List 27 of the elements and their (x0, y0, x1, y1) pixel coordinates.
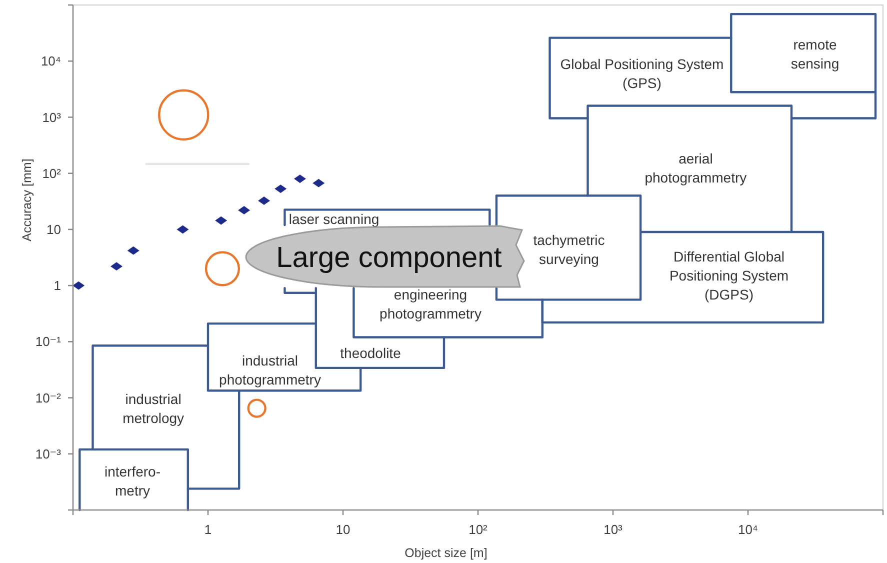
annotation: remote sensing (790, 36, 840, 72)
annotation: theodolite (340, 345, 402, 362)
annotation: industrial photogrammetry (219, 352, 321, 388)
annotation: engineering photogrammetry (380, 286, 482, 322)
x-tick-label: 10⁴ (738, 522, 758, 537)
y-tick-label: 10³ (42, 110, 62, 125)
annotation: interfero- metry (104, 463, 161, 498)
x-tick-label: 10 (336, 522, 350, 537)
x-tick-label: 1 (204, 522, 212, 537)
annotation: Large component (276, 242, 502, 274)
annotation: Differential Global Positioning System (DGPS) (669, 248, 789, 302)
y-tick-label: 10⁴ (40, 54, 61, 69)
annotation: Global Positioning System (GPS) (560, 56, 724, 92)
x-tick-label: 10³ (604, 522, 624, 537)
annotation: tachymetric surveying (533, 232, 605, 268)
annotation: industrial metrology (122, 390, 184, 426)
x-tick-label: 10² (468, 522, 488, 537)
y-tick-label: 10⁻³ (35, 446, 62, 462)
annotation: aerial photogrammetry (644, 150, 747, 186)
y-tick-label: 10⁻¹ (35, 334, 62, 350)
annotation: laser scanning (288, 210, 380, 227)
y-tick-label: 1 (54, 278, 61, 294)
y-tick-label: 10 (46, 222, 61, 237)
y-axis-title: Accuracy [mm] (20, 158, 34, 242)
x-axis-title: Object size [m] (404, 546, 488, 560)
y-tick-label: 10⁻² (35, 390, 62, 406)
y-tick-label: 10² (42, 166, 62, 181)
